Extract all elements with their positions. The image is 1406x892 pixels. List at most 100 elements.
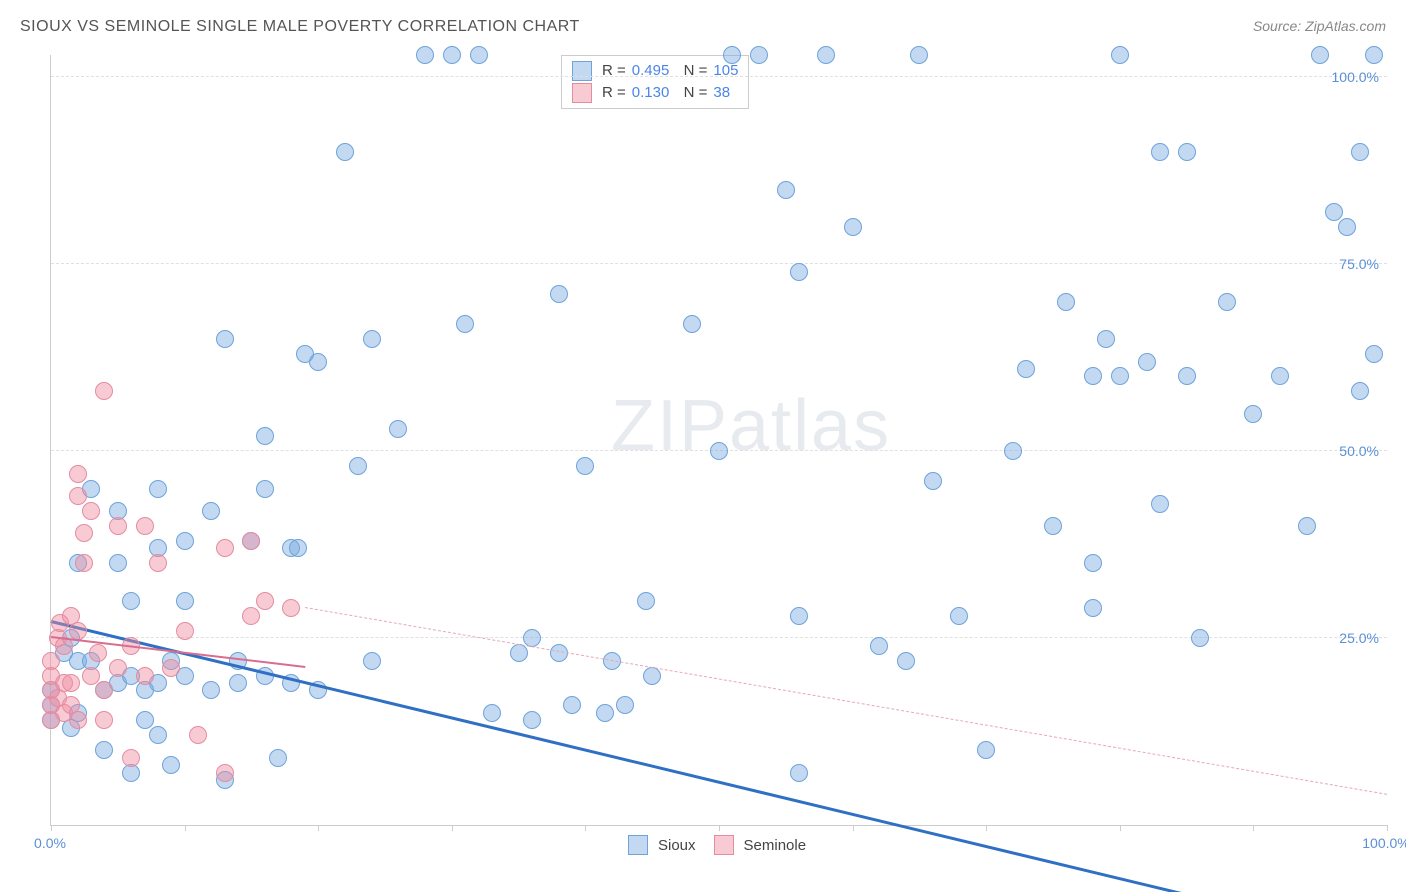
scatter-point	[242, 532, 260, 550]
scatter-point	[269, 749, 287, 767]
scatter-point	[523, 711, 541, 729]
scatter-point	[336, 143, 354, 161]
scatter-point	[69, 487, 87, 505]
x-tick	[318, 825, 319, 831]
legend-item: Seminole	[714, 835, 807, 855]
scatter-point	[75, 524, 93, 542]
scatter-point	[550, 285, 568, 303]
legend-n-value: 38	[713, 82, 730, 104]
legend-swatch	[628, 835, 648, 855]
legend-stats-row: R = 0.495 N = 105	[572, 60, 738, 82]
scatter-point	[162, 756, 180, 774]
scatter-point	[750, 46, 768, 64]
scatter-point	[95, 681, 113, 699]
scatter-point	[69, 711, 87, 729]
scatter-point	[69, 622, 87, 640]
scatter-point	[1351, 143, 1369, 161]
trend-line	[305, 607, 1387, 795]
scatter-point	[202, 681, 220, 699]
scatter-point	[416, 46, 434, 64]
scatter-point	[149, 480, 167, 498]
legend-r-label: R =	[602, 82, 626, 104]
scatter-point	[242, 607, 260, 625]
x-tick-label: 0.0%	[34, 835, 66, 851]
scatter-point	[777, 181, 795, 199]
scatter-point	[162, 659, 180, 677]
x-tick	[986, 825, 987, 831]
scatter-point	[576, 457, 594, 475]
chart-source: Source: ZipAtlas.com	[1253, 18, 1386, 34]
scatter-point	[109, 659, 127, 677]
scatter-point	[256, 592, 274, 610]
x-tick	[853, 825, 854, 831]
scatter-point	[122, 749, 140, 767]
scatter-point	[563, 696, 581, 714]
legend-swatch	[572, 61, 592, 81]
scatter-point	[470, 46, 488, 64]
scatter-point	[176, 622, 194, 640]
scatter-point	[924, 472, 942, 490]
gridline-h	[51, 76, 1387, 77]
scatter-point	[443, 46, 461, 64]
scatter-point	[136, 711, 154, 729]
scatter-point	[1138, 353, 1156, 371]
scatter-point	[977, 741, 995, 759]
scatter-point	[82, 502, 100, 520]
scatter-point	[596, 704, 614, 722]
legend-n-label: N =	[675, 82, 707, 104]
scatter-point	[1111, 367, 1129, 385]
y-tick-label: 50.0%	[1339, 443, 1379, 459]
chart-title: SIOUX VS SEMINOLE SINGLE MALE POVERTY CO…	[20, 18, 580, 36]
scatter-point	[950, 607, 968, 625]
scatter-point	[710, 442, 728, 460]
x-tick	[1387, 825, 1388, 831]
scatter-point	[82, 667, 100, 685]
watermark: ZIPatlas	[611, 385, 891, 467]
scatter-point	[1151, 143, 1169, 161]
scatter-point	[910, 46, 928, 64]
scatter-plot-area: ZIPatlas R = 0.495 N = 105R = 0.130 N = …	[50, 55, 1387, 826]
scatter-point	[1298, 517, 1316, 535]
scatter-point	[95, 711, 113, 729]
scatter-point	[95, 382, 113, 400]
scatter-point	[897, 652, 915, 670]
scatter-point	[309, 353, 327, 371]
scatter-point	[1191, 629, 1209, 647]
x-tick	[185, 825, 186, 831]
scatter-point	[216, 330, 234, 348]
legend-stats-box: R = 0.495 N = 105R = 0.130 N = 38	[561, 55, 749, 109]
scatter-point	[1111, 46, 1129, 64]
scatter-point	[363, 330, 381, 348]
scatter-point	[109, 554, 127, 572]
x-tick	[1120, 825, 1121, 831]
scatter-point	[1365, 46, 1383, 64]
scatter-point	[683, 315, 701, 333]
x-tick-label: 100.0%	[1362, 835, 1406, 851]
scatter-point	[1084, 599, 1102, 617]
scatter-point	[790, 607, 808, 625]
scatter-point	[229, 674, 247, 692]
scatter-point	[216, 764, 234, 782]
scatter-point	[89, 644, 107, 662]
legend-r-label: R =	[602, 60, 626, 82]
legend-label: Seminole	[744, 837, 807, 854]
legend-label: Sioux	[658, 837, 696, 854]
scatter-point	[202, 502, 220, 520]
y-tick-label: 75.0%	[1339, 256, 1379, 272]
y-tick-label: 25.0%	[1339, 630, 1379, 646]
scatter-point	[1084, 554, 1102, 572]
scatter-point	[870, 637, 888, 655]
x-tick	[452, 825, 453, 831]
gridline-h	[51, 637, 1387, 638]
scatter-point	[844, 218, 862, 236]
scatter-point	[456, 315, 474, 333]
scatter-point	[1351, 382, 1369, 400]
legend-swatch	[572, 83, 592, 103]
scatter-point	[1097, 330, 1115, 348]
x-tick	[1253, 825, 1254, 831]
scatter-point	[176, 592, 194, 610]
scatter-point	[510, 644, 528, 662]
scatter-point	[176, 532, 194, 550]
legend-item: Sioux	[628, 835, 696, 855]
scatter-point	[1244, 405, 1262, 423]
